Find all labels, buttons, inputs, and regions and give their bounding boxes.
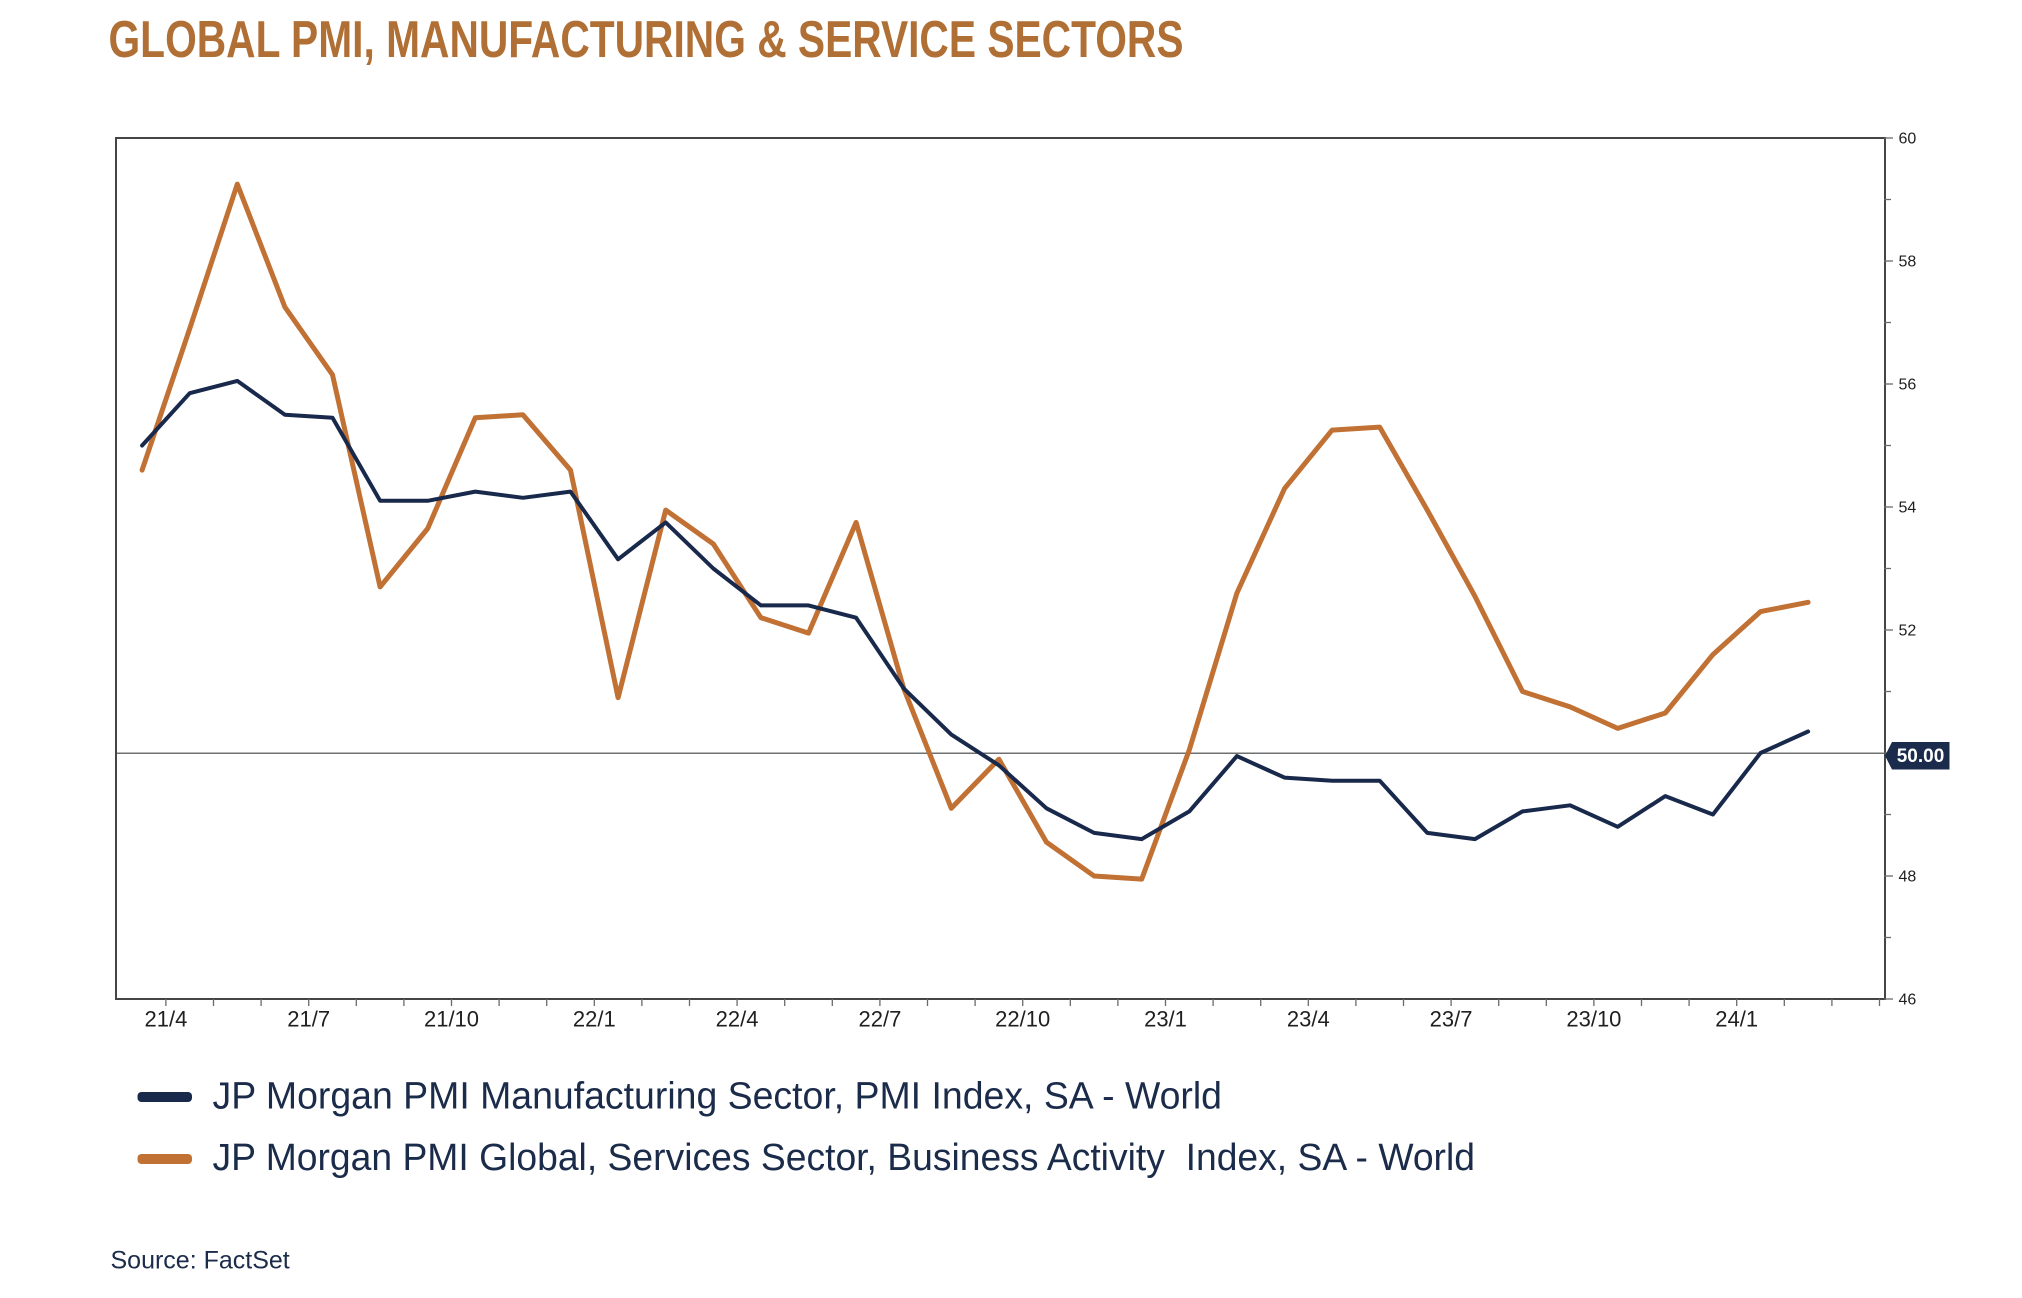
svg-text:23/7: 23/7 <box>1430 1007 1473 1032</box>
svg-text:22/1: 22/1 <box>573 1007 616 1032</box>
svg-text:56: 56 <box>1899 377 1917 394</box>
svg-text:50.00: 50.00 <box>1897 746 1945 767</box>
svg-text:21/10: 21/10 <box>424 1007 479 1032</box>
svg-text:GLOBAL PMI, MANUFACTURING & SE: GLOBAL PMI, MANUFACTURING & SERVICE SECT… <box>109 11 1184 69</box>
svg-text:23/10: 23/10 <box>1566 1007 1621 1032</box>
svg-text:60: 60 <box>1899 131 1917 148</box>
svg-text:22/10: 22/10 <box>995 1007 1050 1032</box>
svg-text:46: 46 <box>1899 992 1917 1009</box>
svg-text:23/4: 23/4 <box>1287 1007 1330 1032</box>
svg-text:52: 52 <box>1899 623 1917 640</box>
svg-text:JP Morgan PMI Manufacturing Se: JP Morgan PMI Manufacturing Sector, PMI … <box>213 1075 1223 1117</box>
svg-text:Source: FactSet: Source: FactSet <box>111 1247 290 1275</box>
svg-text:21/4: 21/4 <box>144 1007 187 1032</box>
svg-text:58: 58 <box>1899 254 1917 271</box>
svg-text:JP Morgan PMI Global, Services: JP Morgan PMI Global, Services Sector, B… <box>213 1137 1476 1179</box>
svg-text:24/1: 24/1 <box>1715 1007 1758 1032</box>
svg-text:22/4: 22/4 <box>716 1007 759 1032</box>
svg-text:48: 48 <box>1899 869 1917 886</box>
svg-text:21/7: 21/7 <box>287 1007 330 1032</box>
svg-text:54: 54 <box>1899 500 1917 517</box>
svg-text:23/1: 23/1 <box>1144 1007 1187 1032</box>
svg-text:22/7: 22/7 <box>858 1007 901 1032</box>
